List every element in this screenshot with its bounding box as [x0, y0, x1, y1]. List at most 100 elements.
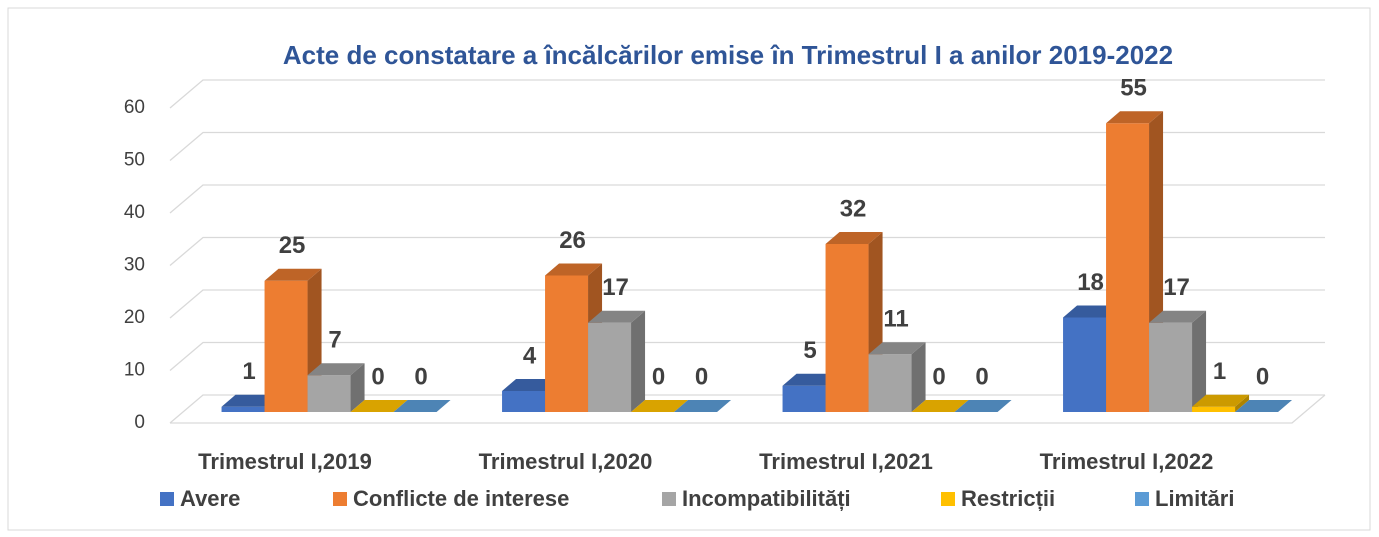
grid-line: [169, 236, 1325, 266]
legend-label: Incompatibilități: [682, 486, 851, 511]
bar-front: [1063, 317, 1107, 412]
bar-top: [674, 400, 732, 412]
bar-side: [1192, 310, 1207, 412]
bar: [307, 363, 365, 412]
bar: [264, 268, 322, 412]
bar-top: [1192, 394, 1250, 407]
x-tick-label: Trimestrul I,2021: [759, 449, 933, 474]
bar: [588, 310, 646, 412]
x-tick-label: Trimestrul I,2022: [1040, 449, 1214, 474]
data-label: 4: [523, 342, 537, 369]
bar-front: [221, 406, 265, 412]
data-label: 7: [328, 327, 341, 354]
legend-label: Limitări: [1155, 486, 1234, 511]
legend-swatch: [333, 492, 347, 506]
grid-line: [169, 131, 1325, 161]
data-label: 32: [840, 195, 867, 222]
bar-top: [825, 232, 883, 244]
bar-front: [825, 244, 869, 412]
bar-top: [502, 379, 560, 391]
data-label: 0: [414, 363, 427, 390]
bar-front: [782, 385, 826, 412]
bar: [1192, 394, 1250, 412]
bar-top: [1149, 310, 1207, 323]
bar-side: [1235, 394, 1250, 412]
y-tick-label: 0: [134, 412, 145, 433]
y-tick-label: 20: [124, 307, 145, 328]
bar-front: [264, 280, 308, 412]
bar-top: [911, 400, 969, 412]
grid-line: [169, 289, 1325, 319]
data-label: 0: [1256, 363, 1269, 390]
data-label: 26: [559, 227, 586, 254]
bar: [825, 232, 883, 412]
bar-front: [545, 275, 589, 412]
data-label: 1: [1213, 358, 1226, 385]
bar-front: [502, 391, 546, 412]
data-label: 25: [279, 232, 306, 259]
y-tick-label: 40: [124, 202, 145, 223]
bar-top: [350, 400, 408, 412]
bar-top: [1235, 400, 1293, 412]
bar-front: [1192, 406, 1236, 412]
bar-front: [868, 354, 912, 412]
bar-top: [393, 400, 451, 412]
data-label: 17: [602, 274, 629, 301]
bar-top: [588, 310, 646, 323]
legend-swatch: [1135, 492, 1149, 506]
data-label: 0: [975, 363, 988, 390]
y-tick-label: 50: [124, 150, 145, 171]
data-label: 0: [932, 363, 945, 390]
bar-top: [221, 394, 279, 407]
data-label: 5: [803, 337, 816, 364]
data-label: 1: [242, 358, 255, 385]
legend-label: Conflicte de interese: [353, 486, 569, 511]
legend-swatch: [941, 492, 955, 506]
bar-side: [631, 310, 646, 412]
bar-top: [631, 400, 689, 412]
floor-edge: [170, 394, 1326, 424]
legend-swatch: [662, 492, 676, 506]
legend-label: Avere: [180, 486, 240, 511]
bar-top: [307, 363, 365, 376]
data-label: 0: [695, 363, 708, 390]
x-tick-label: Trimestrul I,2020: [479, 449, 653, 474]
y-tick-label: 10: [124, 360, 145, 381]
bar-top: [782, 373, 840, 386]
legend-label: Restricții: [961, 486, 1055, 511]
bar-side: [350, 363, 365, 412]
grid-line: [169, 184, 1325, 214]
bar: [674, 400, 732, 412]
bar-top: [545, 263, 603, 276]
bar: [1149, 310, 1207, 412]
y-tick-label: 30: [124, 255, 145, 276]
grid-line: [169, 79, 1325, 109]
data-label: 0: [652, 363, 665, 390]
data-label: 17: [1163, 274, 1190, 301]
x-tick-label: Trimestrul I,2019: [198, 449, 372, 474]
bar-top: [868, 342, 926, 355]
legend-swatch: [160, 492, 174, 506]
bar-top: [1106, 111, 1164, 124]
data-label: 18: [1077, 269, 1104, 296]
bar-front: [1149, 322, 1193, 412]
bar: [1235, 400, 1293, 412]
bar: [350, 400, 408, 412]
bar-front: [307, 375, 351, 412]
chart-title: Acte de constatare a încălcărilor emise …: [283, 40, 1173, 70]
bar: [954, 400, 1012, 412]
bar: [868, 342, 926, 412]
bar-side: [911, 342, 926, 412]
bar-top: [954, 400, 1012, 412]
bar-top: [264, 268, 322, 281]
bar: [911, 400, 969, 412]
data-label: 55: [1120, 75, 1147, 102]
data-label: 0: [371, 363, 384, 390]
grid-line: [169, 341, 1325, 371]
bar-front: [1106, 123, 1150, 412]
bar-top: [1063, 305, 1121, 318]
data-label: 11: [883, 306, 908, 333]
y-tick-label: 60: [124, 97, 145, 118]
bar-front: [588, 322, 632, 412]
